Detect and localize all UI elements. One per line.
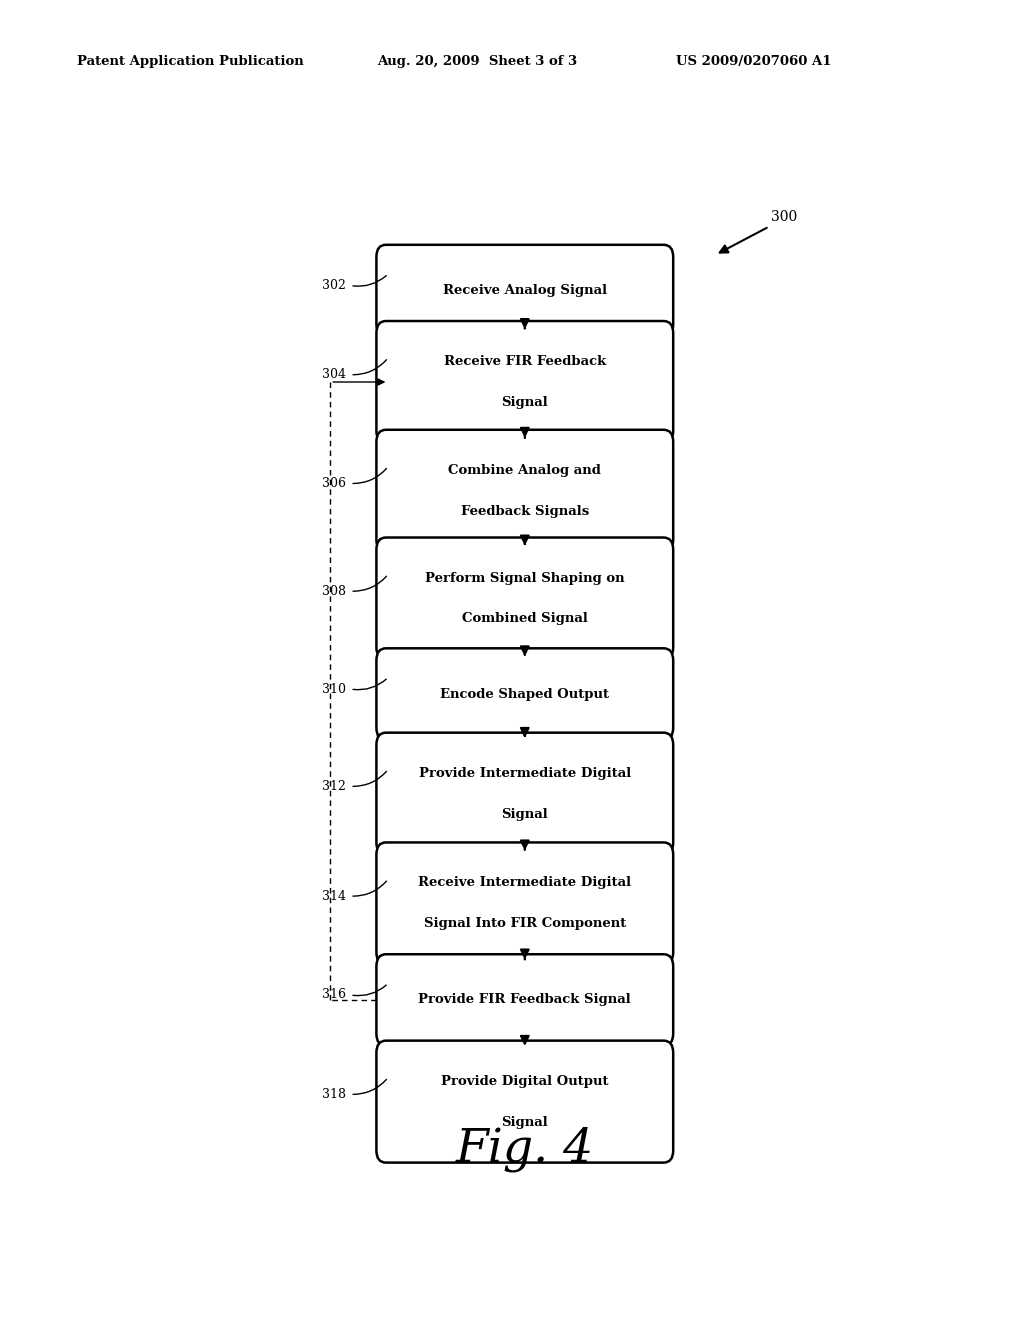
Text: Provide Digital Output: Provide Digital Output [441, 1074, 608, 1088]
FancyBboxPatch shape [377, 733, 673, 854]
FancyBboxPatch shape [377, 321, 673, 444]
Text: Signal: Signal [502, 396, 548, 409]
Text: Signal Into FIR Component: Signal Into FIR Component [424, 917, 626, 931]
FancyBboxPatch shape [377, 1040, 673, 1163]
Text: 318: 318 [323, 1088, 346, 1101]
Text: 304: 304 [323, 368, 346, 381]
Text: Receive Intermediate Digital: Receive Intermediate Digital [418, 876, 632, 890]
FancyBboxPatch shape [377, 842, 673, 965]
Text: Provide Intermediate Digital: Provide Intermediate Digital [419, 767, 631, 780]
Text: 306: 306 [323, 477, 346, 490]
Text: Patent Application Publication: Patent Application Publication [77, 55, 303, 69]
Text: Feedback Signals: Feedback Signals [461, 504, 589, 517]
Text: 312: 312 [323, 780, 346, 793]
Text: 302: 302 [323, 279, 346, 292]
Text: 314: 314 [323, 890, 346, 903]
FancyBboxPatch shape [377, 430, 673, 552]
Text: 310: 310 [323, 682, 346, 696]
Text: 316: 316 [323, 989, 346, 1002]
FancyBboxPatch shape [377, 954, 673, 1045]
Text: Perform Signal Shaping on: Perform Signal Shaping on [425, 572, 625, 585]
Text: Signal: Signal [502, 1115, 548, 1129]
Text: Combined Signal: Combined Signal [462, 612, 588, 626]
Text: 308: 308 [323, 585, 346, 598]
Text: Receive FIR Feedback: Receive FIR Feedback [443, 355, 606, 368]
FancyBboxPatch shape [377, 537, 673, 660]
Text: Fig. 4: Fig. 4 [456, 1127, 594, 1172]
Text: Provide FIR Feedback Signal: Provide FIR Feedback Signal [419, 994, 631, 1006]
Text: Signal: Signal [502, 808, 548, 821]
Text: Aug. 20, 2009  Sheet 3 of 3: Aug. 20, 2009 Sheet 3 of 3 [377, 55, 577, 69]
FancyBboxPatch shape [377, 648, 673, 739]
Text: Receive Analog Signal: Receive Analog Signal [442, 284, 607, 297]
Text: Encode Shaped Output: Encode Shaped Output [440, 688, 609, 701]
FancyBboxPatch shape [377, 244, 673, 337]
Text: Combine Analog and: Combine Analog and [449, 463, 601, 477]
Text: 300: 300 [771, 210, 797, 224]
Text: US 2009/0207060 A1: US 2009/0207060 A1 [676, 55, 831, 69]
